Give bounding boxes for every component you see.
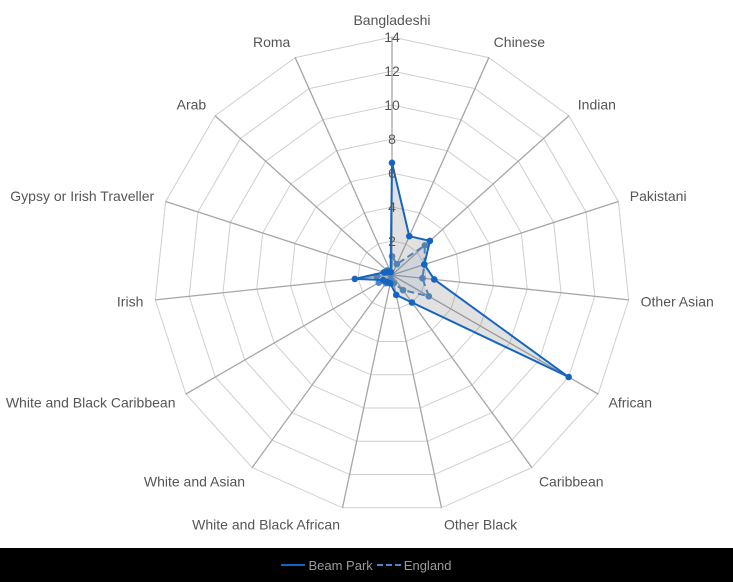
axis-spoke	[391, 274, 533, 468]
category-label: Irish	[117, 294, 143, 310]
category-label: White and Black African	[192, 516, 340, 532]
grid-ring-2	[357, 240, 427, 309]
category-label: Other Black	[444, 516, 518, 532]
legend: Beam Park England	[0, 548, 733, 582]
chart-area: 2 4 6 8 10 12 14 Bangladeshi Chinese Indian Pakis…	[0, 0, 733, 548]
legend-swatch-series-1	[376, 564, 401, 566]
series-0-point	[379, 276, 387, 284]
category-label: Roma	[253, 34, 291, 50]
axis-spoke	[165, 200, 393, 276]
radial-tick-labels: 2 4 6 8 10 12 14	[384, 29, 400, 249]
series-1-point	[393, 260, 401, 268]
radial-tick-label: 8	[388, 131, 396, 147]
category-labels: Bangladeshi Chinese Indian Pakistani Other A…	[6, 12, 714, 532]
series-0-point	[565, 373, 572, 381]
category-label: White and Black Caribbean	[6, 395, 176, 411]
axis-spoke	[294, 57, 393, 276]
radial-tick-label: 12	[384, 63, 400, 79]
series-1-point	[425, 292, 433, 300]
series-1-point	[419, 274, 426, 282]
category-label: Gypsy or Irish Traveller	[10, 188, 154, 204]
legend-label-series-1: England	[403, 557, 452, 573]
axis-spoke	[251, 274, 393, 468]
legend-item-series-1[interactable]: England	[376, 557, 452, 573]
grid-ring-12	[188, 70, 596, 476]
series-0-point	[408, 299, 416, 306]
category-label: Pakistani	[630, 188, 687, 204]
axis-spoke	[214, 115, 393, 276]
radar-chart: 2 4 6 8 10 12 14 Bangladeshi Chinese Indian Pakis…	[6, 12, 714, 532]
category-label: Caribbean	[539, 473, 604, 489]
legend-swatch-series-0	[281, 564, 306, 566]
radial-tick-label: 6	[388, 165, 396, 181]
grid-layer	[154, 36, 630, 509]
category-label: African	[609, 395, 653, 411]
series-1-point	[421, 242, 429, 249]
grid-ring-8	[256, 138, 528, 409]
category-label: Bangladeshi	[353, 12, 430, 28]
radial-tick-label: 4	[388, 199, 396, 215]
series-0-point	[426, 237, 434, 245]
radial-tick-label: 10	[384, 97, 400, 113]
grid-ring-10	[222, 104, 562, 442]
axis-spoke	[391, 200, 619, 276]
series-0-point	[421, 261, 428, 268]
grid-ring-14	[154, 36, 630, 509]
legend-item-series-0[interactable]: Beam Park	[281, 557, 373, 573]
series-1-point	[399, 286, 407, 294]
category-label: Other Asian	[641, 294, 714, 310]
axis-spoke	[185, 274, 393, 395]
radial-tick-label: 14	[384, 29, 400, 45]
series-layer	[351, 159, 572, 381]
category-label: White and Asian	[144, 473, 245, 489]
category-label: Arab	[177, 96, 207, 112]
axis-spoke	[391, 274, 443, 508]
grid-ring-6	[290, 172, 494, 376]
category-label: Chinese	[494, 34, 546, 50]
grid-ring-4	[323, 206, 461, 343]
series-0-point	[388, 159, 396, 167]
series-0-point	[430, 276, 438, 283]
series-0-point	[405, 232, 413, 240]
category-label: Indian	[578, 96, 616, 112]
radial-tick-label: 2	[388, 233, 396, 249]
legend-label-series-0: Beam Park	[308, 557, 373, 573]
axis-spoke	[341, 274, 393, 508]
series-0-point	[351, 275, 359, 283]
series-0-point	[392, 291, 400, 299]
series-0-point	[387, 268, 394, 276]
